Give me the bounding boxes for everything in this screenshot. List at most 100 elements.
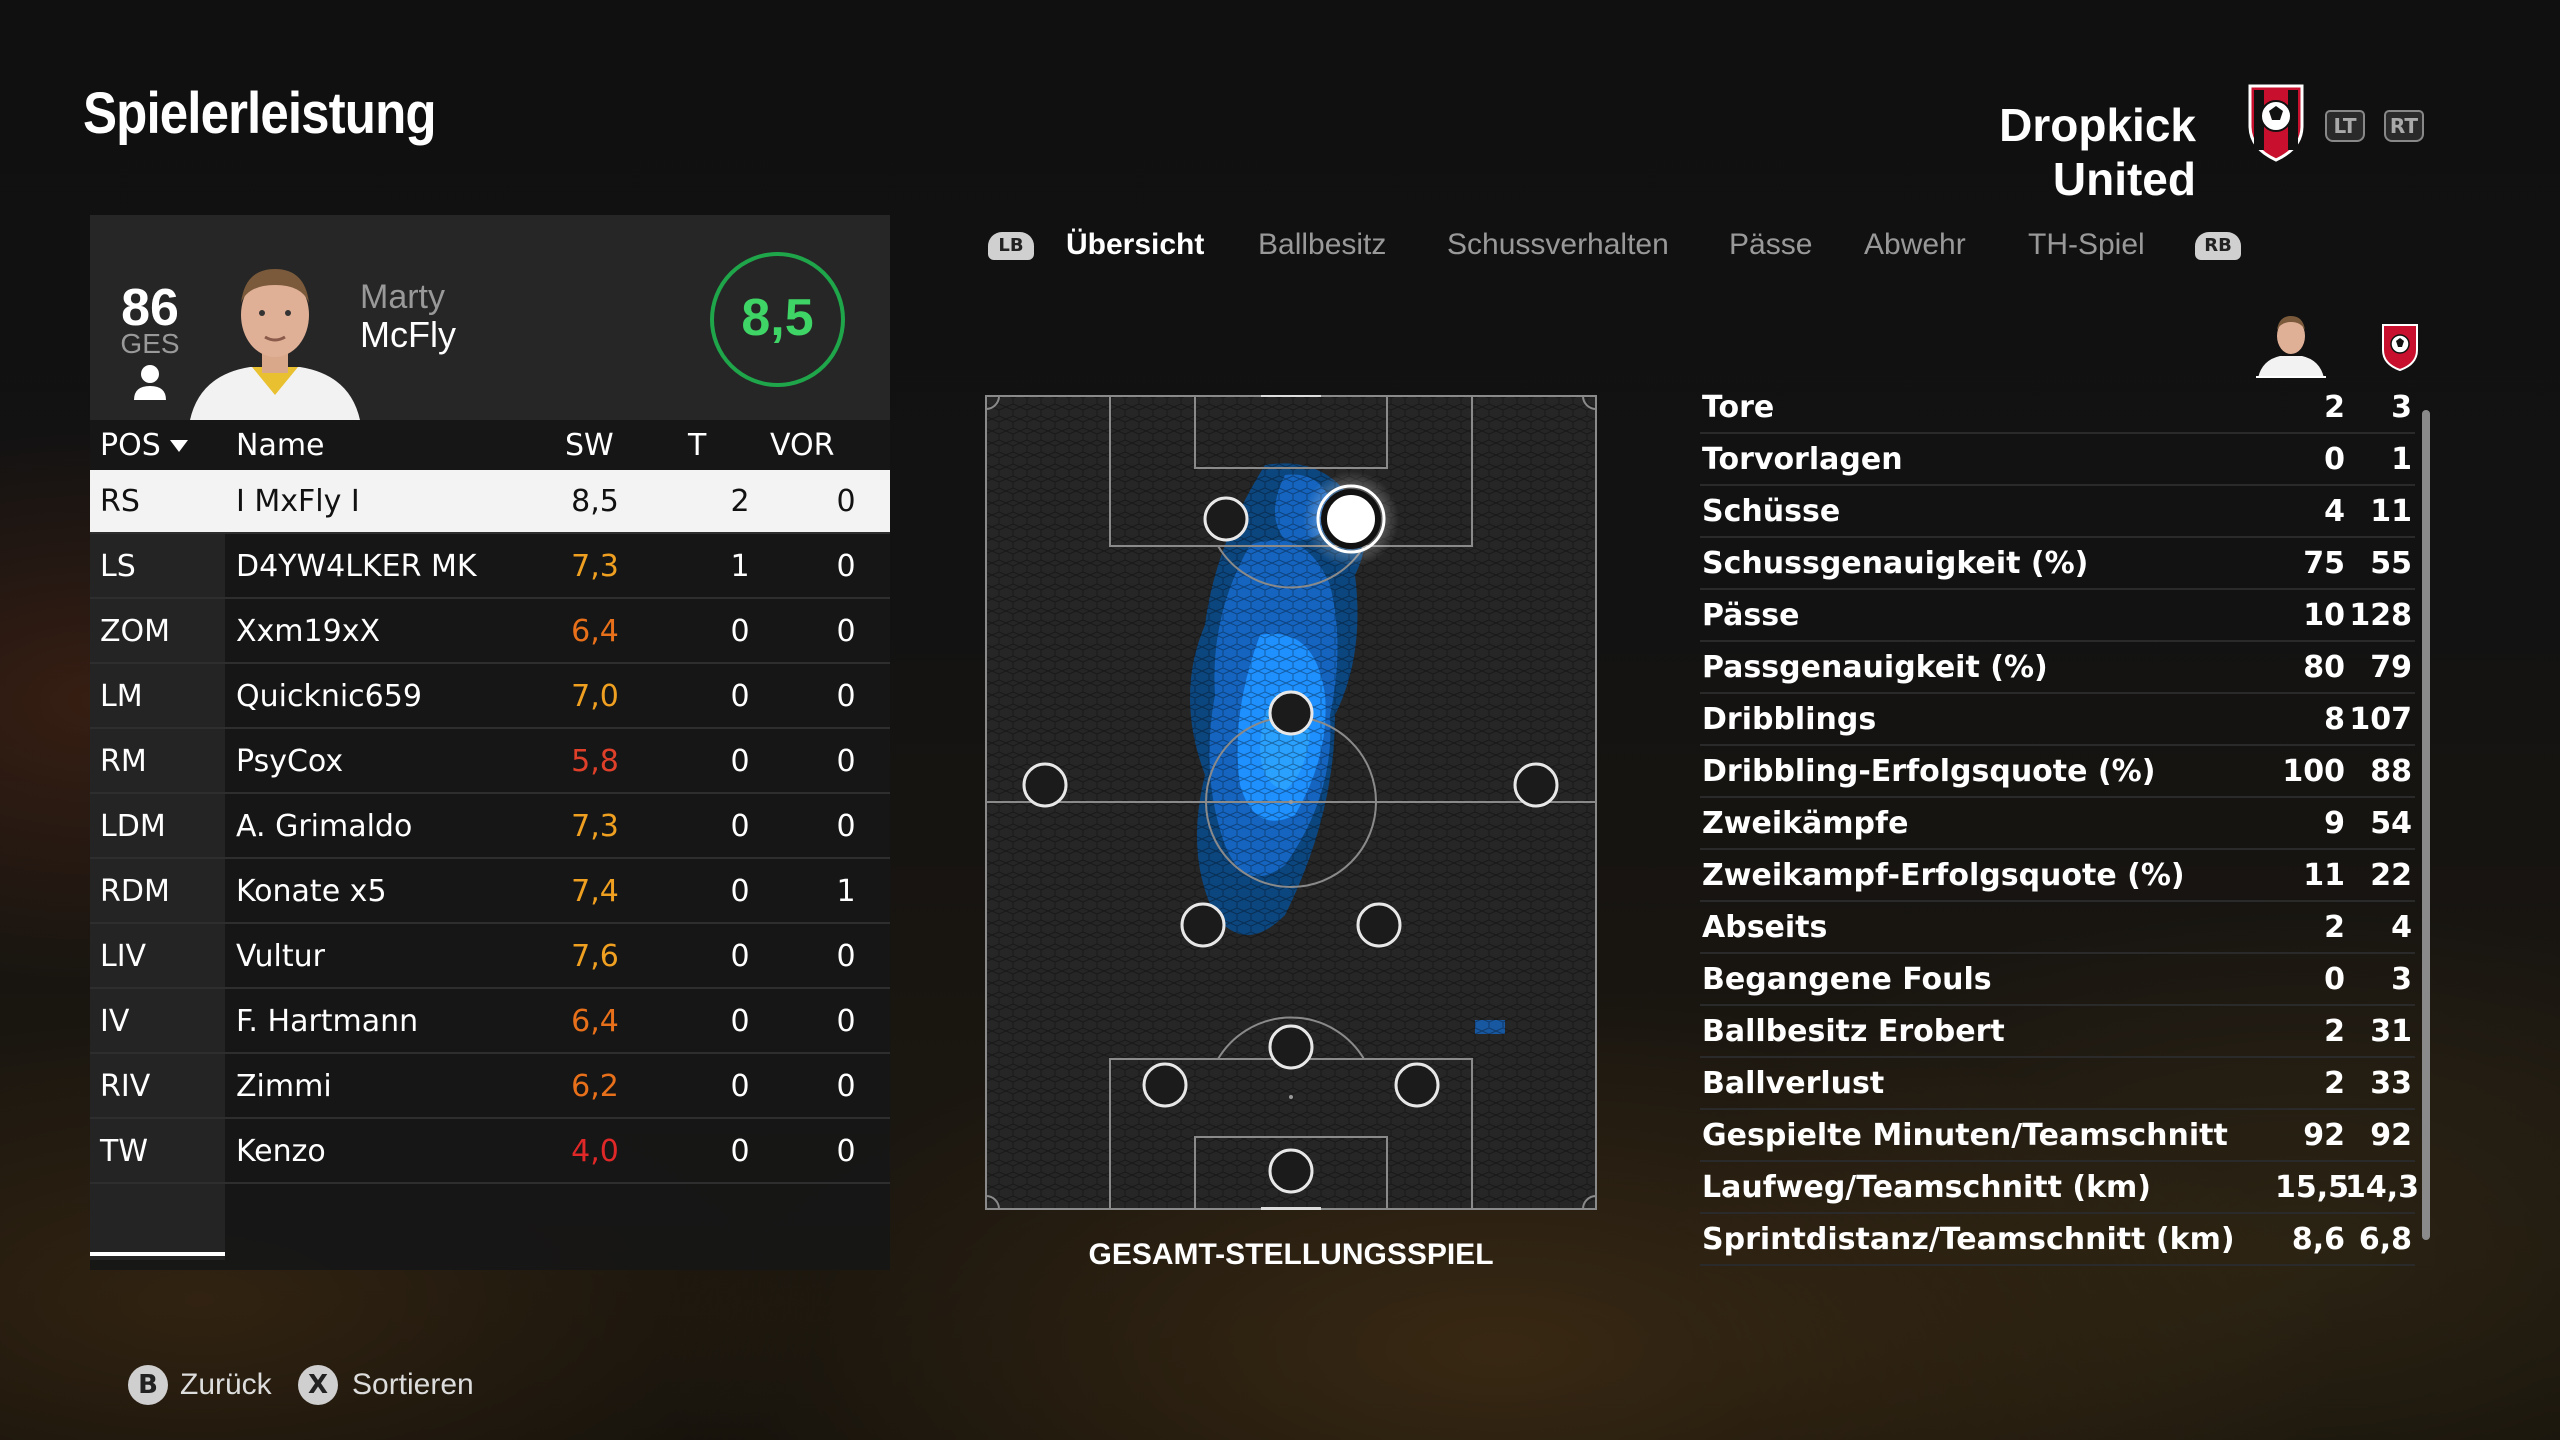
- row-goals: 1: [730, 549, 750, 584]
- row-rating: 5,8: [571, 744, 619, 779]
- lb-bumper-button[interactable]: LB: [988, 232, 1034, 260]
- table-row[interactable]: RIV Zimmi 6,2 0 0: [90, 1055, 890, 1119]
- player-first-name: Marty: [360, 278, 445, 316]
- table-row[interactable]: LDM A. Grimaldo 7,3 0 0: [90, 795, 890, 859]
- stat-player-value: 8: [2324, 702, 2345, 737]
- row-divider: [90, 662, 890, 664]
- team-crest-icon: [2248, 84, 2304, 162]
- table-row[interactable]: TW Kenzo 4,0 0 0: [90, 1120, 890, 1184]
- tab-abwehr[interactable]: Abwehr: [1864, 228, 1966, 261]
- col-header-t[interactable]: T: [688, 428, 707, 463]
- row-pos: ZOM: [100, 614, 171, 649]
- stat-team-value: 11: [2370, 494, 2412, 529]
- table-row[interactable]: RS I MxFly I 8,5 2 0: [90, 470, 890, 534]
- table-row[interactable]: RM PsyCox 5,8 0 0: [90, 730, 890, 794]
- stat-player-value: 2: [2324, 1014, 2345, 1049]
- stat-player-value: 0: [2324, 962, 2345, 997]
- row-name: I MxFly I: [236, 484, 360, 519]
- stat-player-value: 11: [2303, 858, 2345, 893]
- tab-th-spiel[interactable]: TH-Spiel: [2028, 228, 2145, 261]
- table-row[interactable]: LIV Vultur 7,6 0 0: [90, 925, 890, 989]
- col-header-sw[interactable]: SW: [565, 428, 614, 463]
- row-rating: 6,4: [571, 614, 619, 649]
- stat-row: Dribblings 8 107: [1700, 694, 2415, 746]
- rt-trigger-button[interactable]: RT: [2384, 110, 2424, 142]
- row-divider: [90, 532, 890, 534]
- tab-schussverhalten[interactable]: Schussverhalten: [1447, 228, 1669, 261]
- row-assists: 0: [836, 1134, 856, 1169]
- row-assists: 0: [836, 744, 856, 779]
- table-row[interactable]: LS D4YW4LKER MK 7,3 1 0: [90, 535, 890, 599]
- stat-row: Passgenauigkeit (%) 80 79: [1700, 642, 2415, 694]
- row-assists: 0: [836, 809, 856, 844]
- row-pos: RDM: [100, 874, 170, 909]
- stat-label: Tore: [1702, 390, 1775, 425]
- stat-team-value: 31: [2370, 1014, 2412, 1049]
- stat-player-value: 80: [2303, 650, 2345, 685]
- row-pos: IV: [100, 1004, 130, 1039]
- row-rating: 7,3: [571, 809, 619, 844]
- stat-row: Zweikämpfe 9 54: [1700, 798, 2415, 850]
- stat-divider: [1700, 796, 2415, 798]
- table-row[interactable]: IV F. Hartmann 6,4 0 0: [90, 990, 890, 1054]
- stat-label: Gespielte Minuten/Teamschnitt: [1702, 1118, 2228, 1153]
- x-button-icon[interactable]: X: [298, 1365, 338, 1405]
- overall-rating-label: GES: [120, 328, 180, 359]
- stat-label: Begangene Fouls: [1702, 962, 1992, 997]
- row-divider: [90, 987, 890, 989]
- sort-down-icon: [170, 440, 188, 452]
- lt-trigger-button[interactable]: LT: [2325, 110, 2365, 142]
- stat-divider: [1700, 1004, 2415, 1006]
- row-rating: 7,4: [571, 874, 619, 909]
- stats-scrollbar-thumb[interactable]: [2422, 410, 2430, 1240]
- position-heatmap: [985, 395, 1597, 1210]
- row-divider: [90, 597, 890, 599]
- match-rating-ring: [710, 252, 845, 387]
- row-pos: RIV: [100, 1069, 151, 1104]
- table-row[interactable]: ZOM Xxm19xX 6,4 0 0: [90, 600, 890, 664]
- row-rating: 4,0: [571, 1134, 619, 1169]
- row-rating: 6,4: [571, 1004, 619, 1039]
- person-icon: [134, 365, 166, 400]
- stat-team-value: 6,8: [2358, 1222, 2412, 1257]
- stat-player-value: 0: [2324, 442, 2345, 477]
- table-row[interactable]: LM Quicknic659 7,0 0 0: [90, 665, 890, 729]
- row-goals: 0: [730, 939, 750, 974]
- tab-uebersicht[interactable]: Übersicht: [1066, 228, 1205, 261]
- row-pos: RS: [100, 484, 140, 519]
- row-goals: 0: [730, 1134, 750, 1169]
- stat-row: Schussgenauigkeit (%) 75 55: [1700, 538, 2415, 590]
- table-row[interactable]: RDM Konate x5 7,4 0 1: [90, 860, 890, 924]
- stat-label: Ballbesitz Erobert: [1702, 1014, 2005, 1049]
- row-assists: 1: [836, 874, 856, 909]
- stat-team-value: 88: [2370, 754, 2412, 789]
- stat-divider: [1700, 900, 2415, 902]
- back-button[interactable]: Zurück: [180, 1368, 272, 1401]
- pos-column-focus-indicator: [90, 1252, 225, 1256]
- row-rating: 8,5: [571, 484, 619, 519]
- row-divider: [90, 727, 890, 729]
- stat-label: Laufweg/Teamschnitt (km): [1702, 1170, 2151, 1205]
- row-name: F. Hartmann: [236, 1004, 419, 1039]
- stat-row: Schüsse 4 11: [1700, 486, 2415, 538]
- stat-row: Laufweg/Teamschnitt (km) 15,5 14,3: [1700, 1162, 2419, 1214]
- row-goals: 0: [730, 744, 750, 779]
- rb-bumper-button[interactable]: RB: [2195, 232, 2241, 260]
- tab-paesse[interactable]: Pässe: [1729, 228, 1813, 261]
- col-header-vor[interactable]: VOR: [770, 428, 835, 463]
- row-assists: 0: [836, 484, 856, 519]
- stat-row: Ballverlust 2 33: [1700, 1058, 2415, 1110]
- tab-ballbesitz[interactable]: Ballbesitz: [1258, 228, 1387, 261]
- stat-team-value: 3: [2391, 390, 2412, 425]
- player-avatar-icon: [2256, 316, 2326, 378]
- col-header-name[interactable]: Name: [236, 428, 325, 463]
- stat-label: Torvorlagen: [1702, 442, 1903, 477]
- stat-team-value: 92: [2370, 1118, 2412, 1153]
- stat-row: Tore 2 3: [1700, 382, 2415, 434]
- b-button-icon[interactable]: B: [128, 1365, 168, 1405]
- stat-divider: [1700, 744, 2415, 746]
- col-header-pos[interactable]: POS: [100, 428, 161, 463]
- row-goals: 0: [730, 874, 750, 909]
- stat-row: Begangene Fouls 0 3: [1700, 954, 2415, 1006]
- sort-button[interactable]: Sortieren: [352, 1368, 474, 1401]
